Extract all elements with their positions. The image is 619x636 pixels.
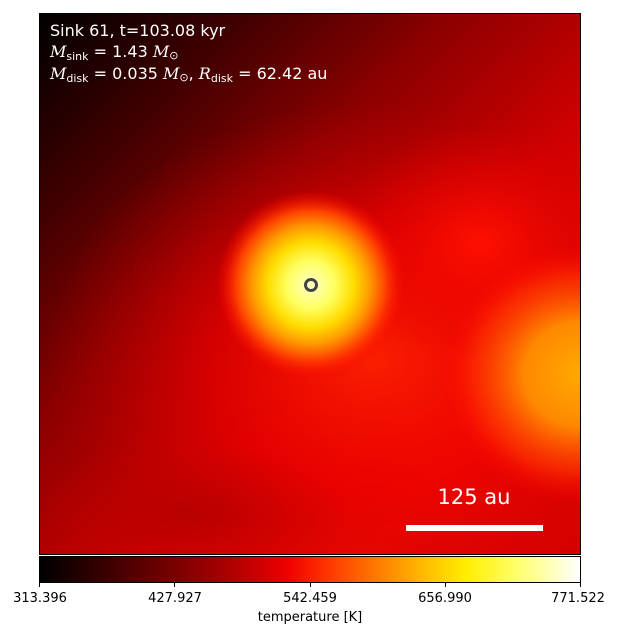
sink-marker [304, 278, 318, 292]
scalebar-label: 125 au [437, 485, 511, 509]
sink-mass-line: Msink = 1.43 M⊙ [50, 42, 179, 64]
disk-radius-value: = 62.42 au [238, 64, 328, 83]
colorbar [39, 556, 581, 583]
sink-mass-value: = 1.43 [93, 42, 148, 61]
temperature-map: Sink 61, t=103.08 kyr Msink = 1.43 M⊙ Md… [39, 13, 581, 555]
colorbar-tick [445, 583, 446, 587]
colorbar-tick-label: 656.990 [418, 591, 472, 606]
colorbar-tick [310, 583, 311, 587]
disk-mass-value: = 0.035 [93, 64, 158, 83]
temperature-field [40, 14, 580, 554]
colorbar-tick [580, 583, 581, 587]
colorbar-tick [39, 583, 40, 587]
disk-info-line: Mdisk = 0.035 M⊙, Rdisk = 62.42 au [50, 64, 328, 86]
colorbar-tick-label: 427.927 [148, 591, 202, 606]
colorbar-tick-label: 542.459 [283, 591, 337, 606]
colorbar-tick-label: 771.522 [551, 591, 605, 606]
colorbar-title: temperature [K] [257, 610, 363, 625]
sink-id-time: Sink 61, t=103.08 kyr [50, 21, 226, 40]
colorbar-tick [174, 583, 175, 587]
scalebar [406, 525, 543, 531]
colorbar-tick-label: 313.396 [13, 591, 67, 606]
sink-info-title: Sink 61, t=103.08 kyr [50, 22, 225, 40]
